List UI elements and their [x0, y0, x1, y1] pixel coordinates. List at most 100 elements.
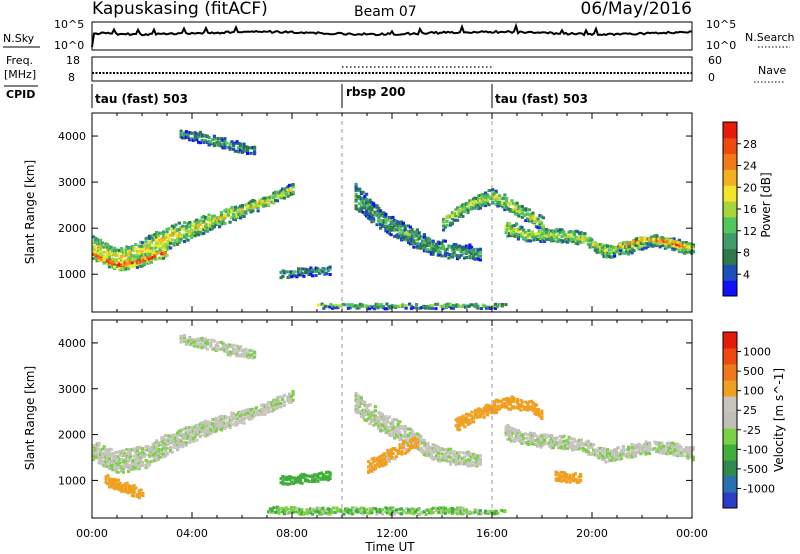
data-cell	[370, 212, 374, 216]
data-cell	[267, 406, 271, 410]
data-cell	[597, 454, 601, 458]
data-cell	[298, 270, 302, 274]
data-cell	[338, 509, 342, 513]
data-cell	[370, 215, 374, 219]
data-cell	[625, 448, 629, 452]
data-cell	[459, 462, 463, 466]
data-cell	[195, 136, 199, 140]
data-cell	[184, 229, 188, 233]
data-cell	[431, 446, 435, 450]
data-cell	[520, 439, 524, 443]
data-cell	[205, 430, 209, 434]
data-cell	[558, 443, 562, 447]
data-cell	[372, 468, 376, 471]
data-cell	[193, 135, 197, 139]
data-cell	[415, 228, 419, 232]
data-cell	[141, 260, 145, 264]
data-cell	[423, 305, 427, 309]
data-cell	[242, 354, 246, 358]
data-cell	[267, 401, 271, 404]
data-cell	[356, 510, 360, 514]
data-cell	[616, 456, 620, 460]
data-cell	[267, 199, 271, 203]
data-cell	[521, 404, 525, 408]
data-cell	[195, 342, 199, 346]
data-cell	[289, 507, 293, 511]
data-cell	[317, 511, 321, 514]
data-cell	[186, 135, 190, 139]
data-cell	[288, 475, 292, 479]
data-cell	[581, 449, 585, 453]
data-cell	[620, 456, 624, 460]
data-cell	[256, 412, 260, 416]
data-cell	[111, 461, 115, 465]
data-cell	[251, 353, 255, 357]
colorbar-segment	[723, 492, 737, 509]
data-cell	[317, 507, 321, 510]
data-cell	[155, 252, 159, 256]
data-cell	[512, 398, 516, 402]
data-cell	[422, 233, 426, 237]
data-cell	[454, 463, 458, 466]
colorbar-frame	[722, 331, 738, 509]
data-cell	[334, 303, 338, 307]
data-cell	[260, 412, 264, 416]
power-data-cells	[92, 129, 695, 311]
data-cell	[676, 442, 680, 446]
data-cell	[151, 255, 155, 259]
data-cell	[482, 200, 486, 204]
data-cell	[242, 409, 246, 413]
data-cell	[153, 246, 157, 250]
data-cell	[125, 459, 129, 463]
data-cell	[232, 347, 236, 351]
data-cell	[354, 407, 358, 411]
data-cell	[358, 207, 362, 211]
data-cell	[656, 441, 660, 445]
cpid-segment-3: tau (fast) 503	[495, 92, 588, 106]
data-cell	[505, 404, 509, 408]
data-cell	[323, 512, 327, 515]
data-cell	[574, 446, 578, 449]
data-cell	[177, 238, 181, 242]
data-cell	[274, 510, 278, 514]
data-cell	[382, 452, 386, 456]
data-cell	[363, 203, 367, 207]
data-cell	[380, 412, 384, 416]
data-cell	[401, 235, 405, 239]
data-cell	[149, 452, 153, 456]
data-cell	[431, 448, 435, 452]
data-cell	[144, 466, 148, 470]
data-cell	[286, 194, 290, 198]
data-cell	[635, 444, 639, 448]
data-cell	[107, 253, 111, 257]
data-cell	[191, 231, 195, 235]
data-cell	[121, 467, 125, 470]
data-cell	[459, 253, 463, 257]
data-cell	[314, 266, 318, 270]
data-cell	[461, 208, 465, 212]
data-cell	[393, 234, 397, 238]
data-cell	[637, 447, 641, 451]
data-cell	[328, 512, 332, 516]
data-cell	[281, 275, 285, 278]
data-cell	[538, 226, 542, 230]
data-cell	[646, 451, 650, 455]
data-cell	[518, 439, 522, 443]
data-cell	[544, 228, 548, 231]
data-cell	[246, 412, 250, 416]
data-cell	[296, 507, 300, 511]
data-cell	[607, 251, 611, 255]
x-tick-label: 00:00	[676, 527, 708, 540]
data-cell	[107, 245, 111, 248]
data-cell	[297, 475, 301, 479]
data-cell	[470, 511, 474, 515]
data-cell	[489, 512, 493, 516]
data-cell	[258, 199, 262, 203]
data-cell	[482, 409, 486, 413]
data-cell	[358, 395, 362, 399]
data-cell	[482, 197, 486, 200]
data-cell	[672, 449, 676, 453]
data-cell	[684, 250, 688, 254]
data-cell	[560, 444, 564, 448]
data-cell	[221, 418, 225, 421]
